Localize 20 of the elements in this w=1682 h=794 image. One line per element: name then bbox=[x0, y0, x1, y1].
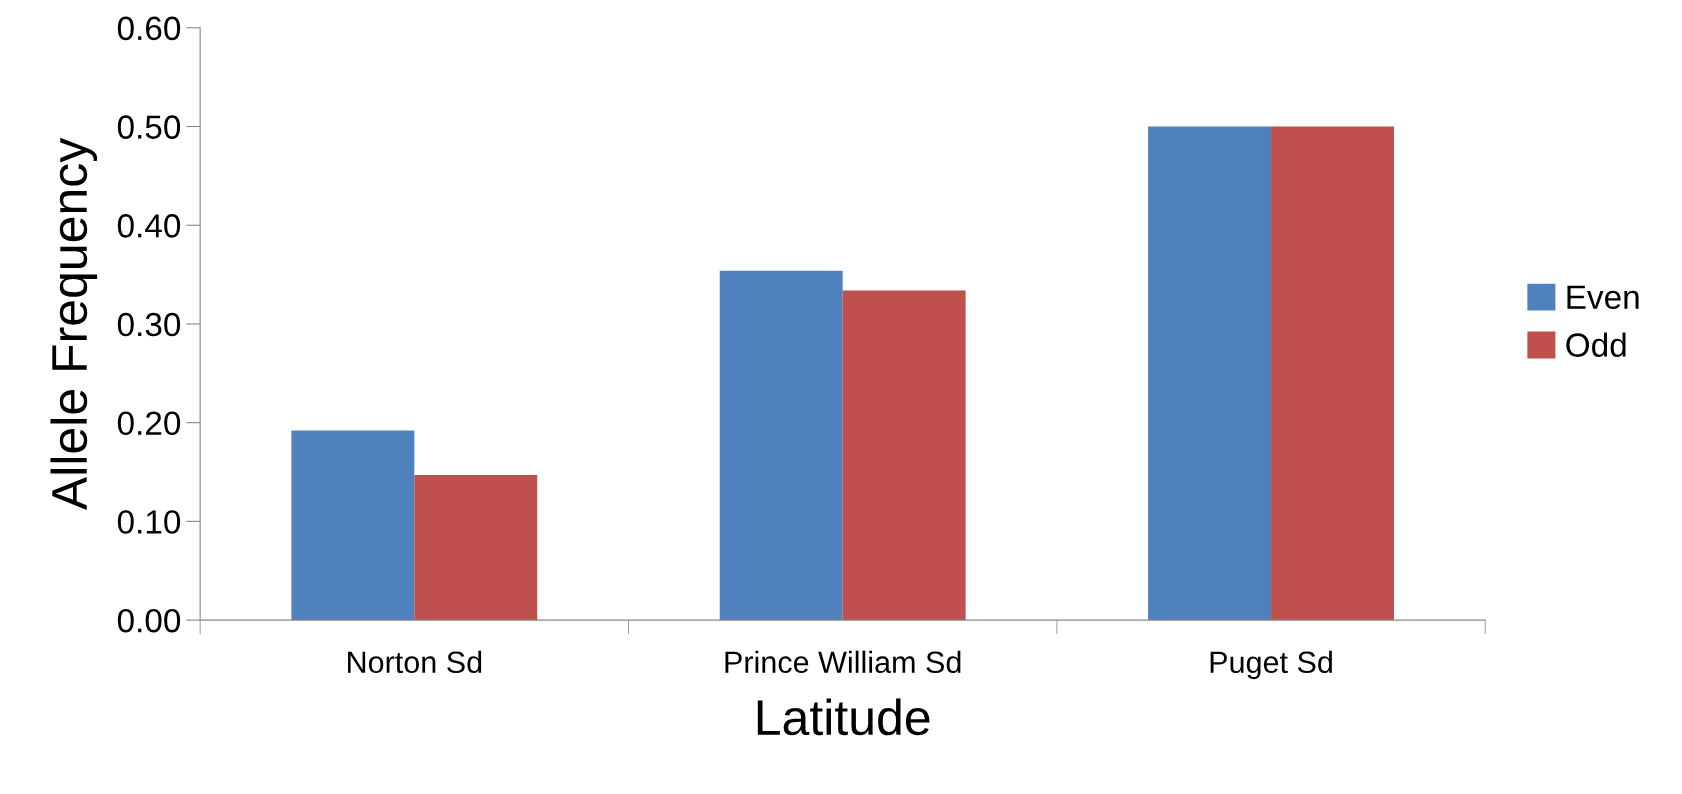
bar bbox=[1148, 126, 1272, 621]
y-axis-title: Allele Frequency bbox=[50, 137, 98, 511]
y-tick-label: 0.30 bbox=[117, 312, 181, 337]
bar bbox=[842, 290, 966, 621]
y-tick-label: 0.50 bbox=[117, 115, 181, 139]
y-tick-label: 0.20 bbox=[117, 411, 181, 436]
bar bbox=[719, 270, 843, 621]
y-tick-label: 0.00 bbox=[117, 608, 181, 633]
bar bbox=[414, 474, 538, 621]
x-tick-label: Prince William Sd bbox=[725, 650, 961, 674]
legend-label: Odd bbox=[1566, 332, 1626, 357]
y-tick-label: 0.60 bbox=[117, 16, 181, 41]
y-tick-label: 0.40 bbox=[117, 214, 181, 238]
x-tick-label: Norton Sd bbox=[348, 650, 482, 674]
y-tick-label: 0.10 bbox=[117, 510, 181, 534]
bar bbox=[291, 430, 415, 621]
legend-label: Even bbox=[1567, 285, 1639, 310]
x-axis-title: Latitude bbox=[757, 698, 930, 736]
bar bbox=[1271, 126, 1394, 621]
x-tick-label: Puget Sd bbox=[1210, 650, 1332, 680]
